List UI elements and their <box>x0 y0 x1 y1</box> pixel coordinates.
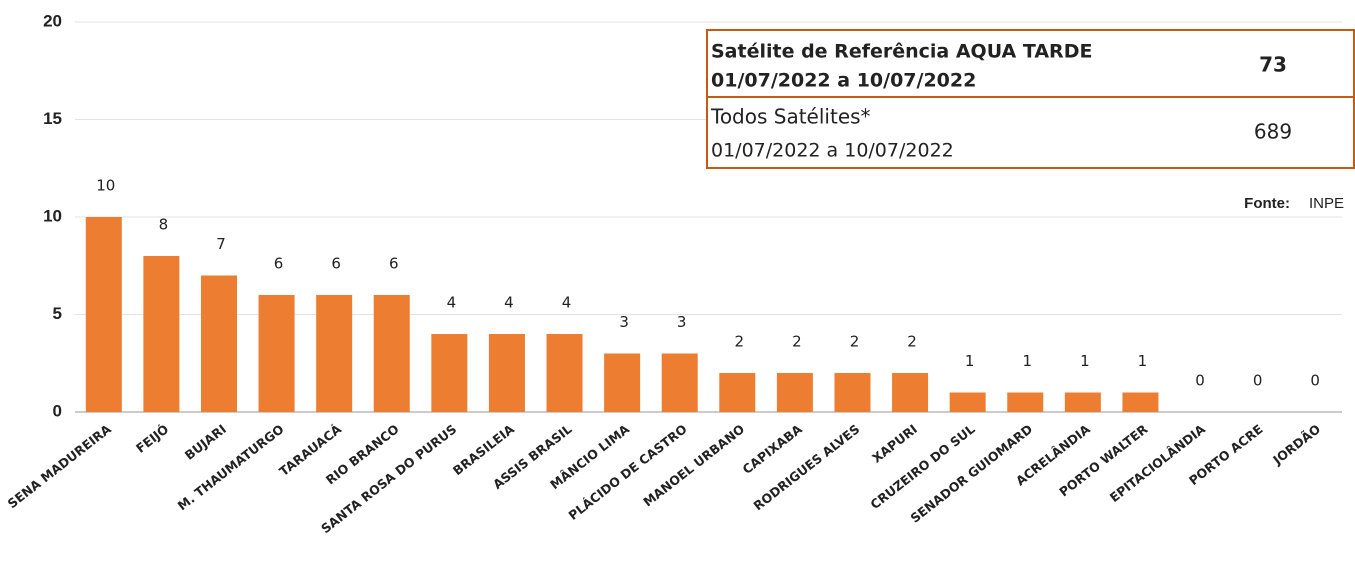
y-tick-label: 10 <box>43 206 62 225</box>
bar <box>200 275 237 412</box>
value-label: 1 <box>965 352 975 370</box>
x-tick-label: EPITACIOLÂNDIA <box>1107 421 1209 505</box>
value-label: 6 <box>389 255 399 273</box>
value-label: 0 <box>1310 372 1320 390</box>
bar <box>258 295 295 412</box>
value-label: 10 <box>96 177 115 195</box>
x-tick-label: RODRIGUES ALVES <box>751 421 863 513</box>
x-tick-label: CRUZEIRO DO SUL <box>867 421 977 512</box>
value-label: 8 <box>159 216 169 234</box>
bar <box>1064 392 1101 412</box>
value-label: 1 <box>1022 352 1032 370</box>
y-tick-label: 5 <box>53 304 62 323</box>
value-label: 1 <box>1138 352 1148 370</box>
bar <box>488 334 525 412</box>
table-value: 689 <box>1254 120 1292 144</box>
value-label: 7 <box>216 235 226 253</box>
x-tick-label: FEIJÓ <box>133 421 171 456</box>
value-label: 3 <box>677 313 687 331</box>
bar <box>892 373 929 412</box>
x-tick-label: SENA MADUREIRA <box>5 421 114 511</box>
value-label: 2 <box>907 333 917 351</box>
bar <box>143 256 180 412</box>
bar <box>316 295 353 412</box>
bar <box>1122 392 1159 412</box>
table-period: 01/07/2022 a 10/07/2022 <box>711 140 954 162</box>
source-value: INPE <box>1309 195 1344 212</box>
bar <box>373 295 410 412</box>
value-label: 4 <box>504 294 514 312</box>
value-label: 0 <box>1253 372 1263 390</box>
bar <box>85 217 122 412</box>
table-period: 01/07/2022 a 10/07/2022 <box>711 70 976 92</box>
bar <box>604 353 641 412</box>
bar <box>546 334 583 412</box>
y-tick-label: 15 <box>43 109 62 128</box>
table-label: Satélite de Referência AQUA TARDE <box>711 41 1092 63</box>
value-label: 2 <box>735 333 745 351</box>
source-label: Fonte: <box>1244 195 1290 212</box>
bar <box>431 334 468 412</box>
value-label: 4 <box>447 294 457 312</box>
value-label: 3 <box>619 313 629 331</box>
table-value: 73 <box>1259 53 1287 77</box>
bar <box>719 373 756 412</box>
bar <box>661 353 698 412</box>
value-label: 0 <box>1195 372 1205 390</box>
bar <box>776 373 813 412</box>
x-tick-label: BUJARI <box>182 421 229 463</box>
value-label: 2 <box>792 333 802 351</box>
bar <box>1007 392 1044 412</box>
y-tick-label: 0 <box>53 401 62 420</box>
bar <box>949 392 986 412</box>
table-label: Todos Satélites* <box>710 105 871 129</box>
bar <box>834 373 871 412</box>
value-label: 6 <box>274 255 284 273</box>
x-tick-label: M. THAUMATURGO <box>175 421 287 513</box>
x-tick-label: XAPURI <box>869 421 920 465</box>
value-label: 2 <box>850 333 860 351</box>
value-label: 4 <box>562 294 572 312</box>
summary-table <box>706 29 1355 169</box>
y-tick-label: 20 <box>43 11 62 30</box>
x-tick-label: MANOEL URBANO <box>640 421 747 509</box>
x-tick-label: JORDÃO <box>1269 421 1323 468</box>
value-label: 1 <box>1080 352 1090 370</box>
value-label: 6 <box>331 255 341 273</box>
